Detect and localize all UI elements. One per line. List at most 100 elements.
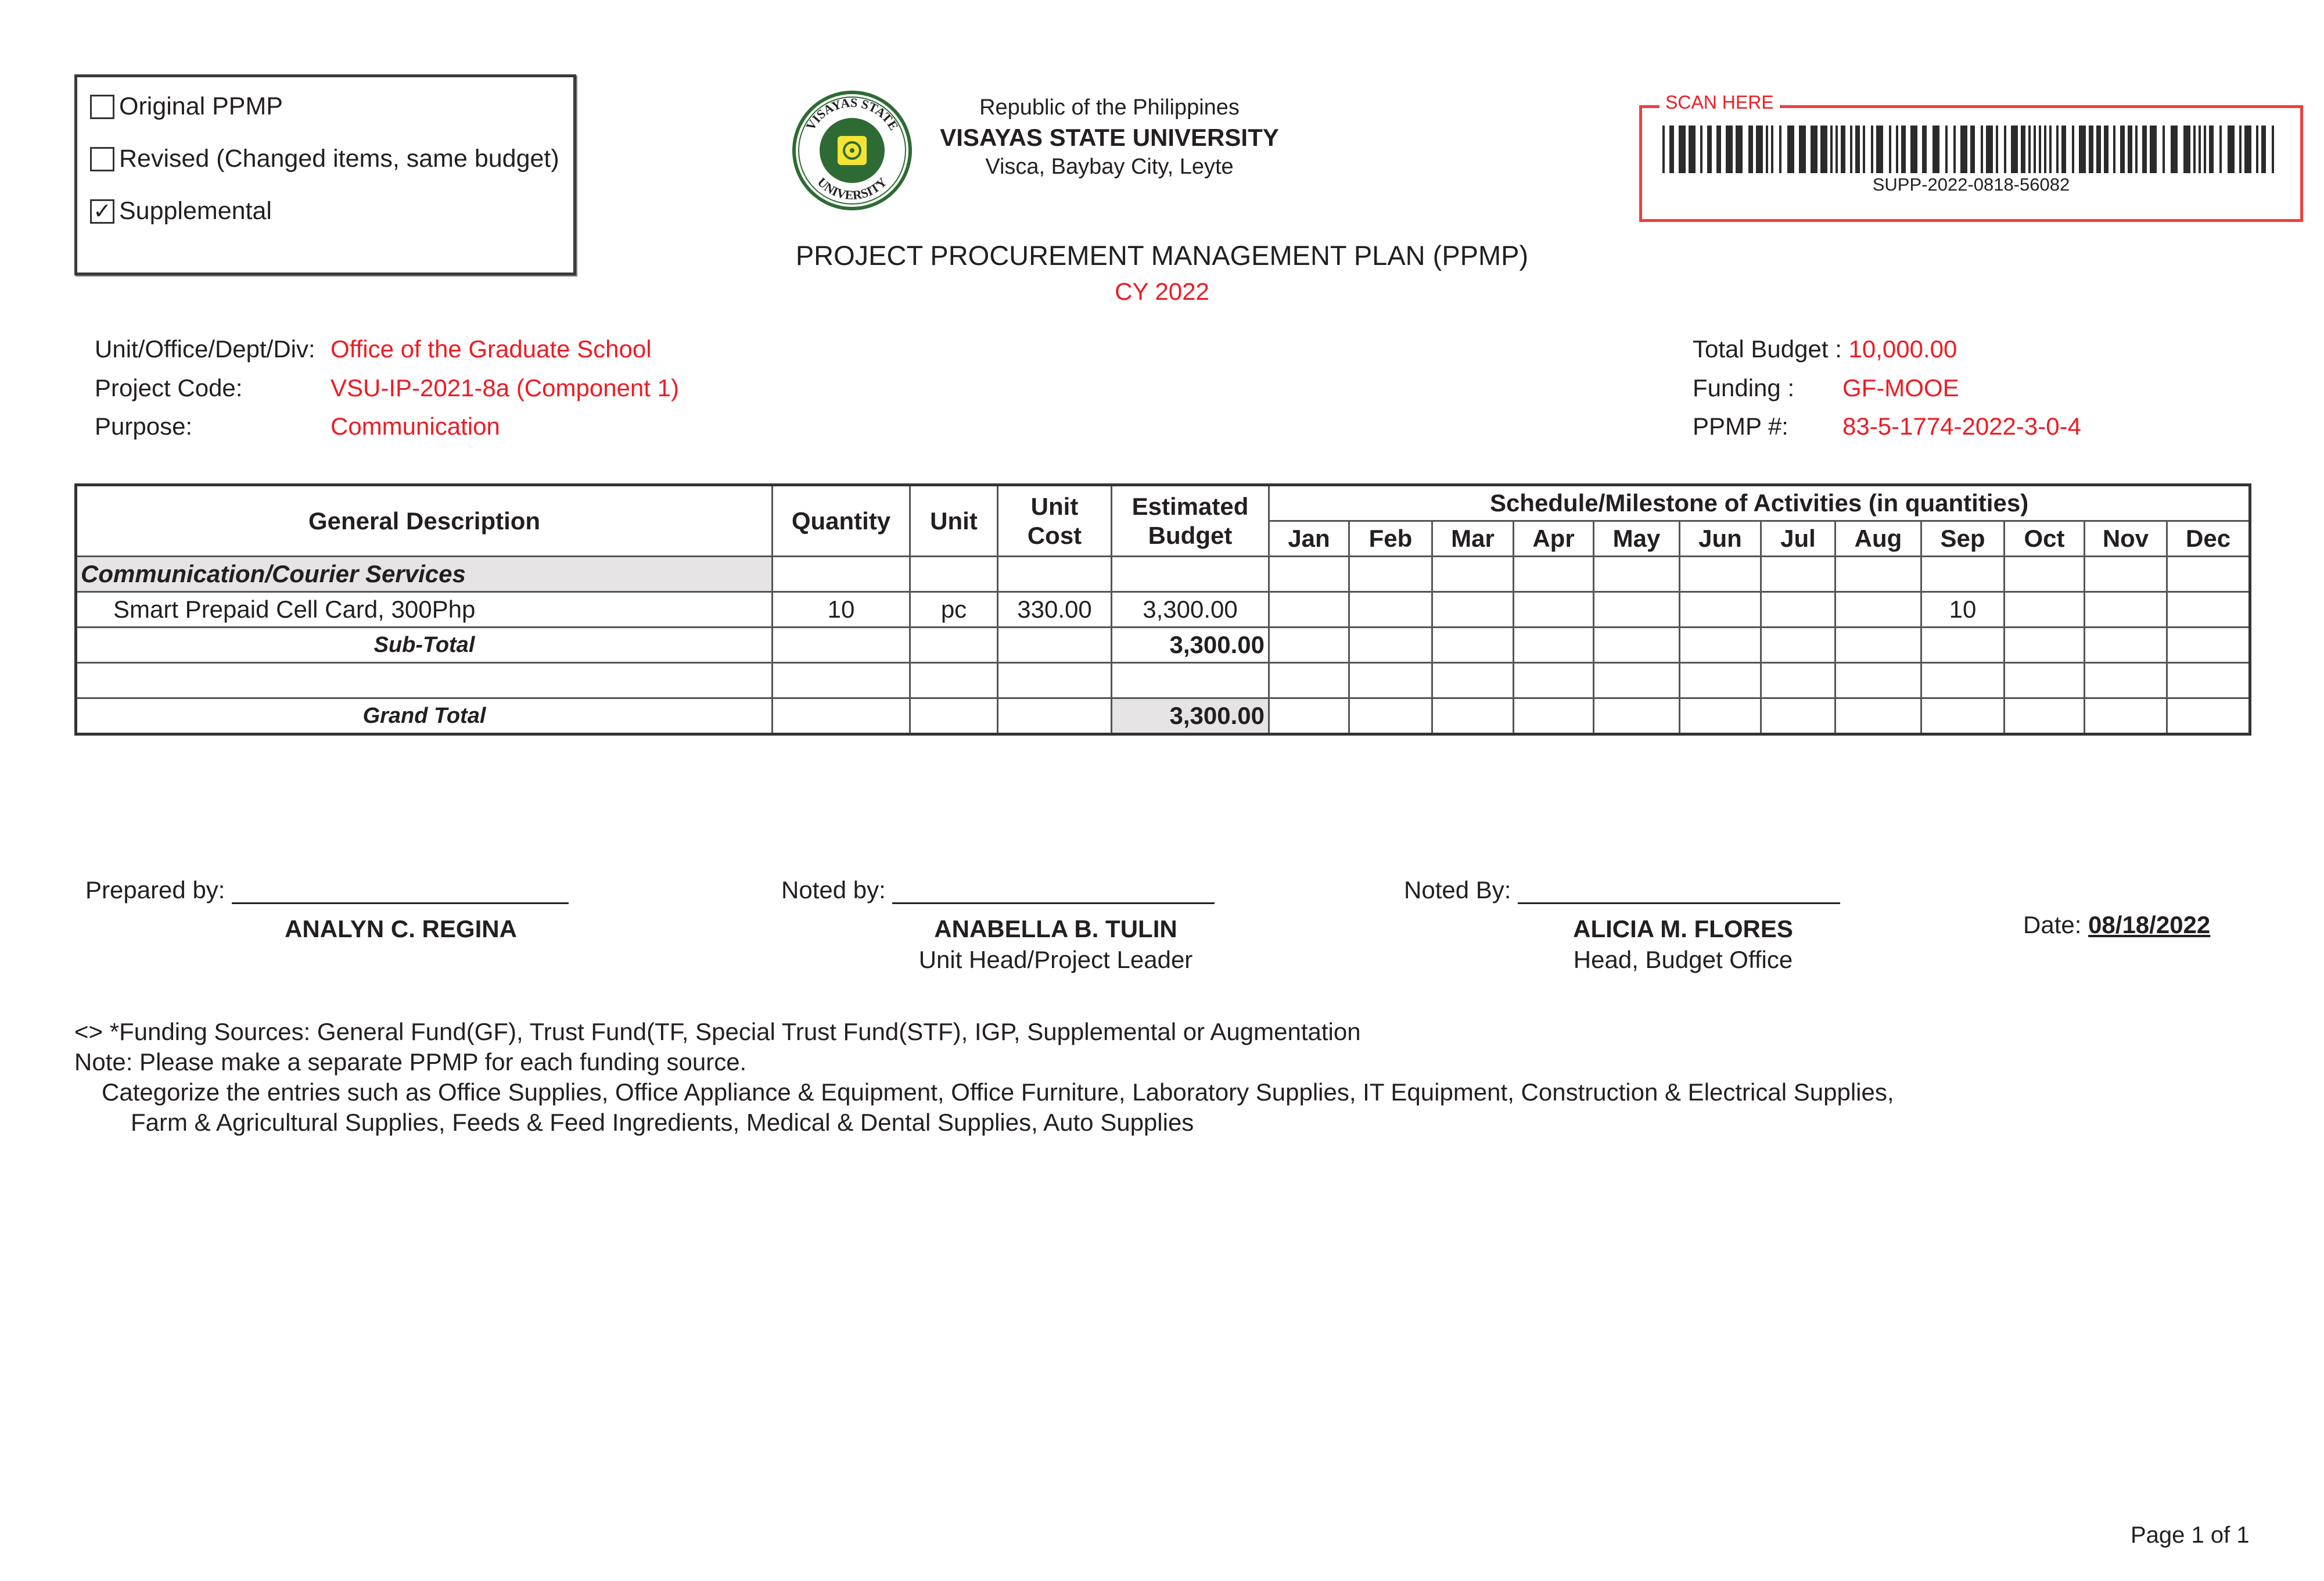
barcode-bar <box>2028 126 2031 173</box>
month-feb: Feb <box>1348 520 1433 557</box>
checkbox-revised[interactable]: Revised (Changed items, same budget) <box>90 145 559 173</box>
date: Date: 08/18/2022 <box>2023 911 2210 939</box>
category-label: Communication/Courier Services <box>75 555 773 593</box>
month-nov: Nov <box>2084 520 2168 557</box>
barcode-bar <box>1910 126 1917 173</box>
grand-total-row: Grand Total 3,300.00 <box>75 697 2251 735</box>
month-apr: Apr <box>1513 520 1594 557</box>
barcode-bar <box>2089 126 2093 173</box>
info-project-code-value: VSU-IP-2021-8a (Component 1) <box>331 374 679 401</box>
info-ppmp-label: PPMP #: <box>1693 413 1788 440</box>
col-schedule: Schedule/Milestone of Activities (in qua… <box>1267 484 2251 522</box>
barcode-bar <box>2079 126 2086 173</box>
total-budget-value: 10,000.00 <box>1848 335 1957 363</box>
col-estimated-budget: Estimated Budget <box>1111 484 1270 557</box>
item-estimated-budget: 3,300.00 <box>1111 591 1270 628</box>
barcode-bar <box>1970 126 1975 173</box>
noted-by-2: Noted By: <box>1404 876 1841 904</box>
barcode-bar <box>2204 126 2206 173</box>
barcode-bar <box>2096 126 2101 173</box>
note-categorize-cont: Farm & Agricultural Supplies, Feeds & Fe… <box>131 1109 1194 1136</box>
item-quantity: 10 <box>771 591 911 628</box>
item-month-apr <box>1513 591 1594 628</box>
barcode-bar <box>2209 126 2214 173</box>
item-description: Smart Prepaid Cell Card, 300Php <box>75 591 773 628</box>
barcode-bar <box>1799 126 1806 173</box>
item-month-jun <box>1679 591 1762 628</box>
noted-by-1-name: ANABELLA B. TULIN <box>934 915 1177 942</box>
barcode-bar <box>2044 126 2046 173</box>
checkbox-icon[interactable] <box>90 94 114 119</box>
month-may: May <box>1593 520 1680 557</box>
table-header-row: General Description Quantity Unit Unit C… <box>75 484 2251 557</box>
barcode-bar <box>2072 126 2074 173</box>
barcode-bar <box>2219 126 2222 173</box>
subtotal-value: 3,300.00 <box>1111 626 1270 664</box>
barcode-bar <box>1871 126 1873 173</box>
barcode-bar <box>1933 126 1939 173</box>
info-funding-label: Funding : <box>1693 374 1795 401</box>
barcode-bar <box>1669 126 1674 173</box>
grand-total-value: 3,300.00 <box>1111 697 1270 735</box>
notes: <> *Funding Sources: General Fund(GF), T… <box>74 1017 1894 1138</box>
republic-text: Republic of the Philippines <box>979 95 1240 120</box>
university-header: Republic of the Philippines VISAYAS STAT… <box>929 93 1289 182</box>
total-budget-label: Total Budget <box>1693 335 1829 363</box>
barcode-bar <box>1960 126 1967 173</box>
month-sep: Sep <box>1920 520 2005 557</box>
total-budget-separator: : <box>1835 335 1842 363</box>
plan-type-box: Original PPMP Revised (Changed items, sa… <box>74 74 576 275</box>
barcode-bar <box>1700 126 1702 173</box>
table-row: Smart Prepaid Cell Card, 300Php 10 pc 33… <box>75 591 2251 628</box>
prepared-by-label: Prepared by: <box>85 876 225 904</box>
barcode-bar <box>2163 126 2165 173</box>
item-unit: pc <box>909 591 998 628</box>
barcode-bar <box>1716 126 1721 173</box>
barcode-bar <box>1830 126 1833 173</box>
month-dec: Dec <box>2165 520 2251 557</box>
barcode-bar <box>2034 126 2036 173</box>
barcode-bar <box>2228 126 2235 173</box>
checkbox-supplemental[interactable]: ✓ Supplemental <box>90 197 272 225</box>
barcode-bar <box>2256 126 2258 173</box>
checkbox-icon[interactable] <box>90 146 114 171</box>
barcode-bar <box>2272 126 2274 173</box>
barcode-bar <box>2056 126 2059 173</box>
barcode-bar <box>1662 126 1665 173</box>
prepared-by: Prepared by: <box>85 876 569 904</box>
barcode-bar <box>2104 126 2109 173</box>
month-aug: Aug <box>1834 520 1922 557</box>
barcode-bar <box>1726 126 1733 173</box>
item-month-sep: 10 <box>1920 591 2005 628</box>
prepared-by-name: ANALYN C. REGINA <box>285 915 517 942</box>
item-month-may <box>1593 591 1680 628</box>
page-number: Page 1 of 1 <box>2131 1522 2250 1548</box>
info-unit-value: Office of the Graduate School <box>331 335 652 363</box>
noted-by-2-title: Head, Budget Office <box>1573 946 1793 973</box>
month-jun: Jun <box>1679 520 1762 557</box>
blank-row <box>75 662 2251 699</box>
barcode-bar <box>2128 126 2132 173</box>
month-header-row: Jan Feb Mar Apr May Jun Jul Aug Sep Oct Nov Dec <box>76 520 2251 557</box>
month-oct: Oct <box>2003 520 2085 557</box>
checkbox-original[interactable]: Original PPMP <box>90 92 283 121</box>
checkmark-icon[interactable]: ✓ <box>90 199 114 224</box>
barcode-bar <box>2021 126 2025 173</box>
barcode-number: SUPP-2022-0818-56082 <box>1872 174 2070 195</box>
barcode-bar <box>2011 126 2018 173</box>
item-month-jan <box>1268 591 1350 628</box>
barcode-bar <box>1996 126 1998 173</box>
barcode-bar <box>1707 126 1712 173</box>
scan-here-label: SCAN HERE <box>1660 92 1780 113</box>
barcode-bar <box>1756 126 1763 173</box>
barcode-bar <box>1836 126 1838 173</box>
col-unit-cost: Unit Cost <box>997 484 1112 557</box>
item-month-mar <box>1431 591 1514 628</box>
note-separate-ppmp: Note: Please make a separate PPMP for ea… <box>74 1048 747 1075</box>
barcode-bar <box>1876 126 1883 173</box>
noted-by-1: Noted by: <box>781 876 1215 904</box>
note-categorize: Categorize the entries such as Office Su… <box>102 1078 1894 1106</box>
barcode-bar <box>2120 126 2125 173</box>
barcode-bar <box>1679 126 1686 173</box>
barcode-bar <box>1889 126 1891 173</box>
